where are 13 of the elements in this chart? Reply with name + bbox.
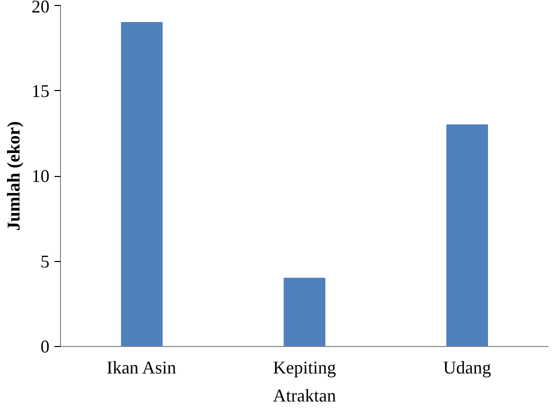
x-axis-title: Atraktan (273, 386, 336, 406)
x-tick-label: Udang (443, 358, 492, 378)
y-tick-label: 0 (40, 336, 50, 356)
x-tick-label: Ikan Asin (106, 358, 176, 378)
bar (284, 278, 326, 346)
y-tick-label: 5 (40, 251, 50, 272)
y-axis-title: Jumlah (ekor) (4, 121, 24, 231)
bar (121, 22, 163, 346)
x-tick-label: Kepiting (273, 358, 336, 378)
bar (446, 124, 488, 346)
y-tick-label: 20 (32, 0, 50, 16)
y-tick-label: 10 (32, 166, 50, 186)
y-tick-label: 15 (32, 80, 50, 101)
